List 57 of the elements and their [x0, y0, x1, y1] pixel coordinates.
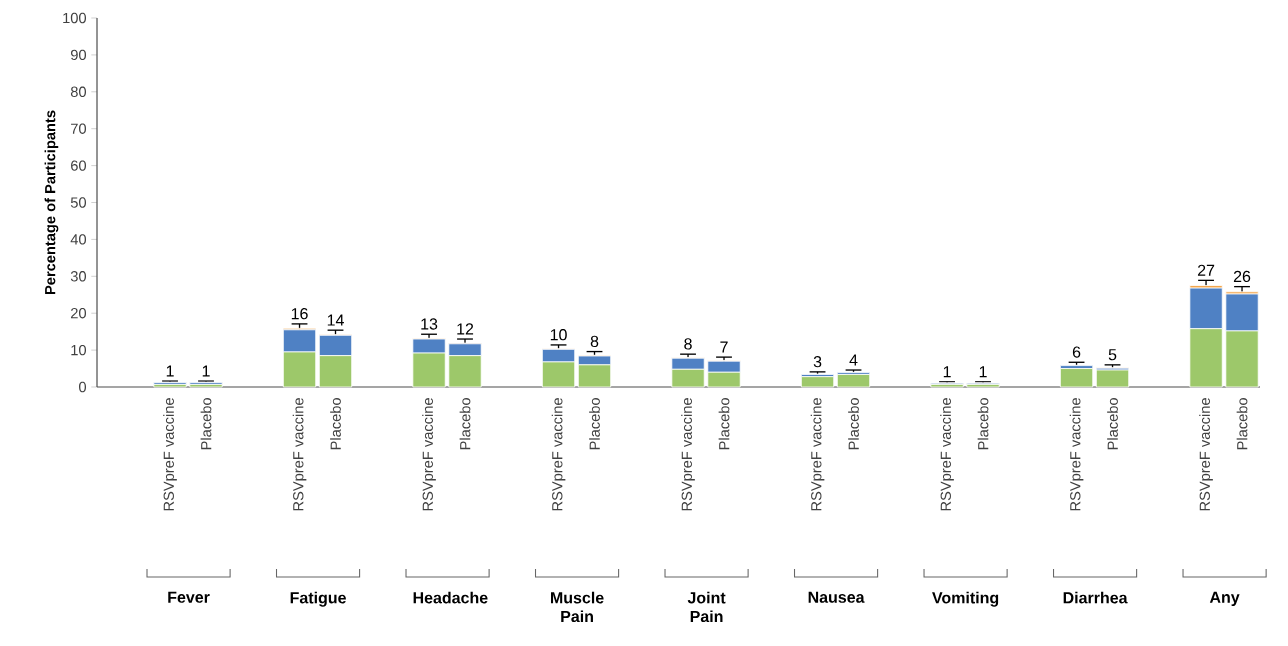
total-label: 27 [1197, 264, 1215, 276]
total-label: 26 [1233, 270, 1251, 283]
text: Fatigue [290, 591, 346, 607]
total-label: 16 [291, 308, 308, 320]
y-tick-label: 60 [71, 160, 87, 171]
total-label: 8 [590, 335, 599, 348]
text: Nausea [808, 591, 865, 603]
total-label: 7 [720, 341, 728, 353]
x-tick-label: RSVpreF vaccine [292, 398, 307, 511]
text: Any [1209, 591, 1240, 607]
x-tick-label: RSVpreF vaccine [681, 398, 695, 511]
text: Muscle Pain [551, 591, 604, 623]
x-tick-label: Placebo [848, 398, 859, 450]
x-tick-label: Placebo [1107, 398, 1118, 450]
y-tick-label: 0 [79, 381, 87, 393]
text: Joint Pain [687, 591, 726, 623]
x-tick-label: RSVpreF vaccine [551, 398, 566, 511]
x-tick-label: Placebo [589, 398, 600, 450]
x-tick-label: Placebo [718, 398, 730, 450]
x-tick-label: RSVpreF vaccine [163, 398, 177, 511]
total-label: 12 [457, 323, 474, 335]
y-tick-label: 100 [63, 12, 87, 24]
total-label: 14 [327, 314, 344, 326]
text: Vomiting [932, 591, 999, 607]
x-tick-label: Placebo [200, 398, 212, 450]
x-tick-label: RSVpreF vaccine [422, 398, 436, 511]
y-tick-label: 30 [70, 271, 87, 282]
x-tick-label: Placebo [1236, 398, 1248, 450]
y-tick-label: 40 [70, 234, 87, 245]
y-axis-title: Percentage of Participants [44, 110, 59, 295]
x-tick-label: RSVpreF vaccine [1069, 398, 1084, 511]
text: Fever [168, 591, 210, 603]
total-label: 1 [979, 366, 987, 378]
y-tick-label: 20 [71, 308, 87, 319]
y-tick-label: 80 [70, 86, 87, 97]
x-tick-label: RSVpreF vaccine [810, 398, 825, 511]
total-label: 10 [550, 329, 567, 341]
total-label: 5 [1108, 349, 1117, 361]
x-tick-label: Placebo [977, 398, 989, 450]
total-label: 1 [943, 366, 951, 378]
x-tick-label: Placebo [330, 398, 341, 450]
x-tick-label: RSVpreF vaccine [1199, 398, 1213, 511]
text: Diarrhea [1063, 591, 1128, 604]
y-tick-label: 50 [70, 197, 87, 208]
y-tick-label: 10 [71, 344, 87, 356]
total-label: 8 [684, 338, 692, 350]
total-label: 6 [1072, 346, 1081, 358]
text: Headache [413, 591, 488, 604]
total-label: 1 [166, 365, 174, 377]
total-label: 13 [421, 318, 438, 330]
total-label: 1 [202, 365, 210, 377]
y-tick-label: 70 [71, 123, 87, 134]
total-label: 4 [849, 354, 858, 366]
x-tick-label: Placebo [459, 398, 471, 450]
y-tick-label: 90 [70, 49, 87, 61]
x-tick-label: RSVpreF vaccine [940, 398, 954, 511]
total-label: 3 [813, 356, 822, 368]
